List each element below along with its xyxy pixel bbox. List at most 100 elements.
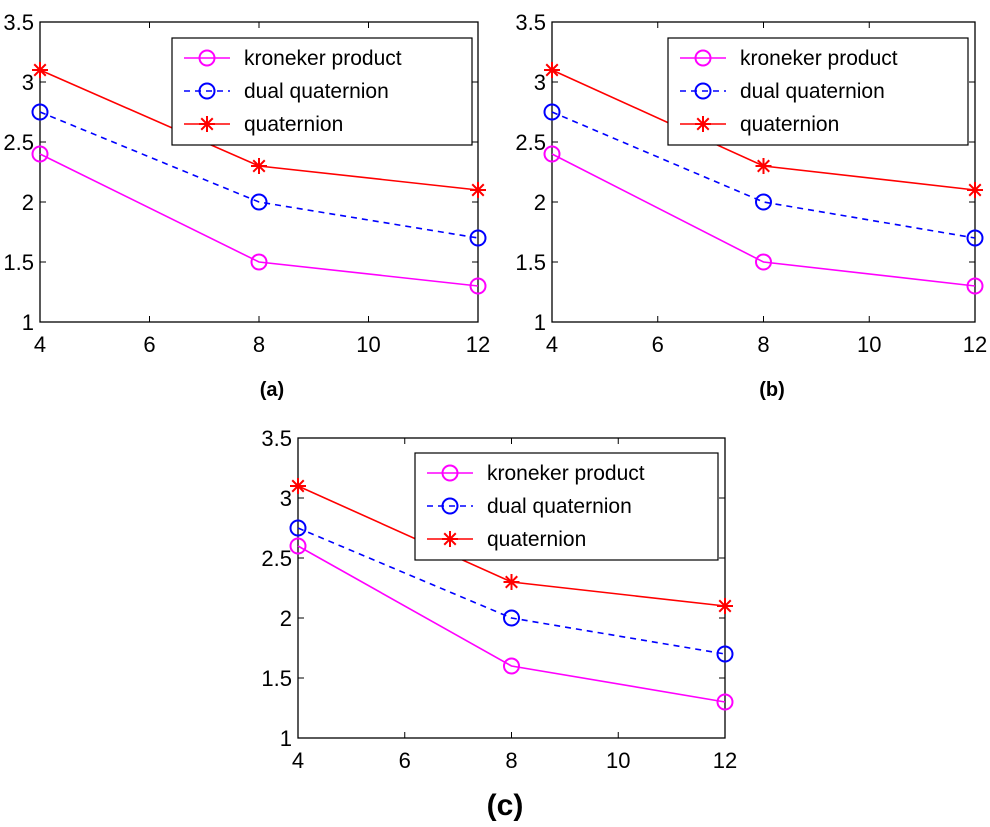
data-point [717,598,733,614]
legend-marker [441,464,459,482]
legend-marker [199,116,215,132]
x-tick-label: 10 [356,332,380,357]
x-tick-label: 12 [466,332,490,357]
y-tick-label: 1 [534,310,546,335]
data-point [716,693,734,711]
y-tick-label: 3 [22,70,34,95]
x-tick-label: 4 [34,332,46,357]
series-line [551,153,976,287]
legend-label: quaternion [740,113,839,136]
series-line [297,545,726,703]
data-point [251,158,267,174]
series-kroneker-product [31,145,487,295]
chart-panel-2: 4 6 8 10 12 1 1.5 2 2.5 3 3.5 kroneker product dual … [515,10,987,401]
y-tick-label: 2 [534,190,546,215]
y-tick-label: 1.5 [515,250,546,275]
data-point [967,182,983,198]
series-kroneker-product [289,537,734,711]
series-line [39,153,479,287]
data-point [250,253,268,271]
y-tick-label: 3.5 [3,10,34,35]
series-line [39,111,479,239]
legend-label: quaternion [244,113,343,136]
series-dual-quaternion [543,103,984,247]
x-tick-label: 6 [143,332,155,357]
x-tick-label: 6 [652,332,664,357]
data-point [470,182,486,198]
series-dual-quaternion [289,519,734,663]
series-dual-quaternion [31,103,487,247]
panel-label: (c) [487,789,524,822]
data-point [543,103,561,121]
x-tick-label: 4 [292,748,304,773]
y-tick-label: 3.5 [515,10,546,35]
legend-marker [694,49,712,67]
data-point [503,574,520,590]
data-point [469,229,487,247]
data-point [755,193,772,211]
x-tick-label: 10 [857,332,881,357]
series-quaternion [544,62,983,198]
series-quaternion [290,478,733,614]
x-tick-label: 8 [505,748,517,773]
data-point [31,145,49,163]
y-tick-label: 1.5 [261,666,292,691]
y-tick-label: 3.5 [261,426,292,451]
legend-marker [198,82,216,100]
panel-label: (b) [759,379,785,401]
y-tick-label: 3 [280,486,292,511]
data-point [469,277,487,295]
y-tick-label: 1 [22,310,34,335]
data-point [543,145,561,163]
legend-label: dual quaternion [487,495,632,518]
y-tick-label: 1 [280,726,292,751]
legend: kroneker product dual quaternion quaternio… [667,37,969,146]
legend-label: quaternion [487,528,586,551]
chart-panel-1: 4 6 8 10 12 1 1.5 2 2.5 3 3.5 kroneker product dual … [3,10,490,401]
data-point [32,62,48,78]
data-point [755,158,772,174]
x-tick-label: 12 [713,748,737,773]
series-kroneker-product [543,145,984,295]
legend-label: kroneker product [487,462,645,485]
data-point [966,229,984,247]
y-tick-label: 2 [280,606,292,631]
data-point [544,62,560,78]
x-tick-label: 6 [399,748,411,773]
legend-label: dual quaternion [244,80,389,103]
data-point [289,537,307,555]
x-tick-label: 12 [963,332,987,357]
legend-marker [694,82,712,100]
data-point [755,253,772,271]
data-point [503,657,520,675]
legend-label: kroneker product [244,47,402,70]
y-tick-label: 2.5 [261,546,292,571]
data-point [31,103,49,121]
y-tick-label: 1.5 [3,250,34,275]
legend-marker [198,49,216,67]
y-tick-label: 2 [22,190,34,215]
data-point [289,519,307,537]
legend: kroneker product dual quaternion quaternio… [414,452,719,561]
x-tick-label: 10 [606,748,630,773]
series-quaternion [32,62,486,198]
data-point [966,277,984,295]
data-point [503,609,520,627]
x-tick-label: 8 [757,332,769,357]
series-line [297,527,726,655]
x-tick-label: 8 [253,332,265,357]
y-tick-label: 2.5 [515,130,546,155]
y-tick-label: 3 [534,70,546,95]
legend-marker [441,497,459,515]
legend-label: dual quaternion [740,80,885,103]
panel-label: (a) [260,379,284,401]
y-tick-label: 2.5 [3,130,34,155]
chart-panel-3: 4 6 8 10 12 1 1.5 2 2.5 3 3.5 kroneker product dual … [261,426,737,822]
data-point [290,478,306,494]
legend-label: kroneker product [740,47,898,70]
legend: kroneker product dual quaternion quaternio… [171,37,473,146]
data-point [250,193,268,211]
data-point [716,645,734,663]
x-tick-label: 4 [546,332,558,357]
